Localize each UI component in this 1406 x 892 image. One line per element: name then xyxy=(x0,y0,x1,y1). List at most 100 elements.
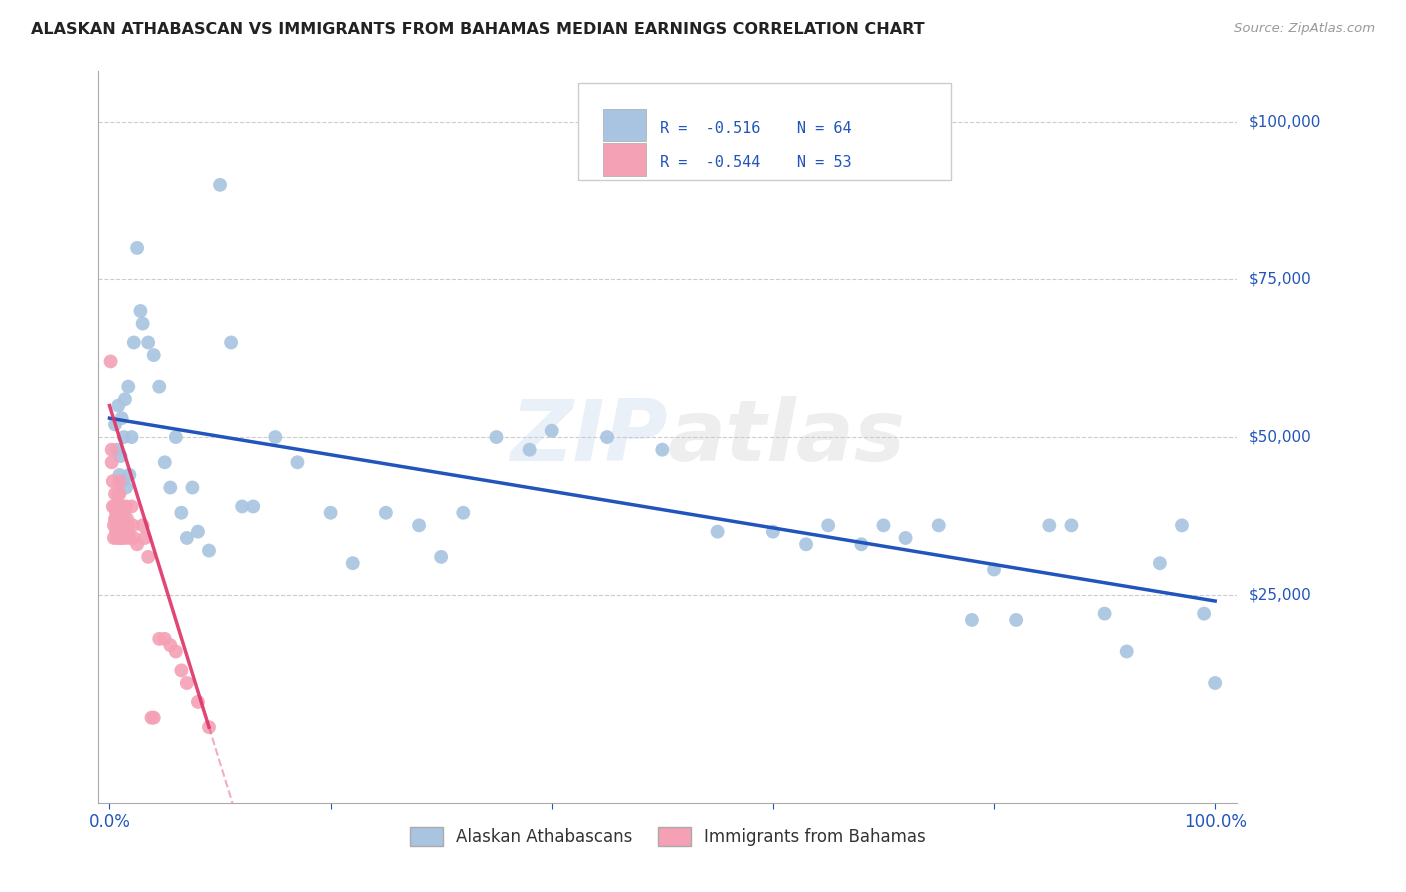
Point xyxy=(153,455,176,469)
Point xyxy=(1171,518,1194,533)
Point xyxy=(131,518,153,533)
Point xyxy=(104,512,127,526)
Point xyxy=(122,335,145,350)
Point xyxy=(408,518,430,533)
Point xyxy=(121,500,143,514)
Point xyxy=(100,354,122,368)
Point xyxy=(219,335,242,350)
Point xyxy=(159,481,181,495)
Point xyxy=(114,531,136,545)
Point xyxy=(287,455,309,469)
Point xyxy=(651,442,673,457)
Point xyxy=(105,506,128,520)
Point xyxy=(136,549,159,564)
Point xyxy=(115,500,138,514)
Point xyxy=(108,500,131,514)
Point xyxy=(187,695,209,709)
Point xyxy=(453,506,475,520)
Point xyxy=(242,500,264,514)
Point xyxy=(762,524,785,539)
Point xyxy=(111,531,134,545)
Point xyxy=(872,518,894,533)
Point xyxy=(1204,676,1226,690)
Point xyxy=(111,411,134,425)
Point xyxy=(153,632,176,646)
Point xyxy=(105,442,128,457)
Point xyxy=(148,379,170,393)
Point xyxy=(817,518,839,533)
Point xyxy=(170,664,193,678)
Point xyxy=(1038,518,1060,533)
Point xyxy=(342,556,364,570)
Point xyxy=(131,317,153,331)
Text: ALASKAN ATHABASCAN VS IMMIGRANTS FROM BAHAMAS MEDIAN EARNINGS CORRELATION CHART: ALASKAN ATHABASCAN VS IMMIGRANTS FROM BA… xyxy=(31,22,925,37)
Point xyxy=(121,430,143,444)
Point xyxy=(100,442,122,457)
Point xyxy=(198,720,221,734)
Point xyxy=(107,399,129,413)
Point xyxy=(105,531,128,545)
Point xyxy=(107,487,129,501)
Point xyxy=(104,417,127,432)
Point xyxy=(794,537,817,551)
Point xyxy=(165,430,187,444)
Point xyxy=(1115,644,1137,658)
Point xyxy=(176,676,198,690)
Point xyxy=(110,531,132,545)
Point xyxy=(107,512,129,526)
Point xyxy=(142,348,165,362)
Point xyxy=(129,304,152,318)
Point xyxy=(374,506,396,520)
Point xyxy=(176,531,198,545)
Point xyxy=(519,442,541,457)
Text: $50,000: $50,000 xyxy=(1249,430,1312,444)
Point xyxy=(198,543,221,558)
Point xyxy=(165,644,187,658)
Point xyxy=(540,424,562,438)
Point xyxy=(115,512,138,526)
FancyBboxPatch shape xyxy=(603,144,647,176)
Point xyxy=(231,500,253,514)
Point xyxy=(100,455,122,469)
Point xyxy=(141,711,163,725)
Point xyxy=(111,512,134,526)
Point xyxy=(1192,607,1215,621)
Text: R =  -0.516    N = 64: R = -0.516 N = 64 xyxy=(659,120,852,136)
FancyBboxPatch shape xyxy=(578,83,952,180)
Point xyxy=(117,379,139,393)
Point xyxy=(148,632,170,646)
Point xyxy=(104,500,127,514)
Point xyxy=(181,481,204,495)
Text: $25,000: $25,000 xyxy=(1249,587,1312,602)
Point xyxy=(103,518,125,533)
Point xyxy=(112,430,135,444)
Point xyxy=(1005,613,1028,627)
Point xyxy=(112,506,135,520)
Text: Source: ZipAtlas.com: Source: ZipAtlas.com xyxy=(1234,22,1375,36)
Point xyxy=(114,392,136,407)
Text: ZIP: ZIP xyxy=(510,395,668,479)
Point xyxy=(105,524,128,539)
Point xyxy=(122,531,145,545)
Point xyxy=(136,335,159,350)
Point xyxy=(105,506,128,520)
Text: R =  -0.544    N = 53: R = -0.544 N = 53 xyxy=(659,155,852,170)
Point xyxy=(928,518,950,533)
Point xyxy=(110,518,132,533)
Legend: Alaskan Athabascans, Immigrants from Bahamas: Alaskan Athabascans, Immigrants from Bah… xyxy=(404,821,932,853)
Point xyxy=(111,500,134,514)
Point xyxy=(105,512,128,526)
Point xyxy=(111,518,134,533)
Point xyxy=(111,474,134,488)
FancyBboxPatch shape xyxy=(603,109,647,141)
Point xyxy=(105,500,128,514)
Point xyxy=(960,613,983,627)
Text: $75,000: $75,000 xyxy=(1249,272,1312,287)
Point xyxy=(159,638,181,652)
Point xyxy=(118,531,141,545)
Point xyxy=(706,524,728,539)
Point xyxy=(115,481,138,495)
Point xyxy=(187,524,209,539)
Point xyxy=(596,430,619,444)
Point xyxy=(112,518,135,533)
